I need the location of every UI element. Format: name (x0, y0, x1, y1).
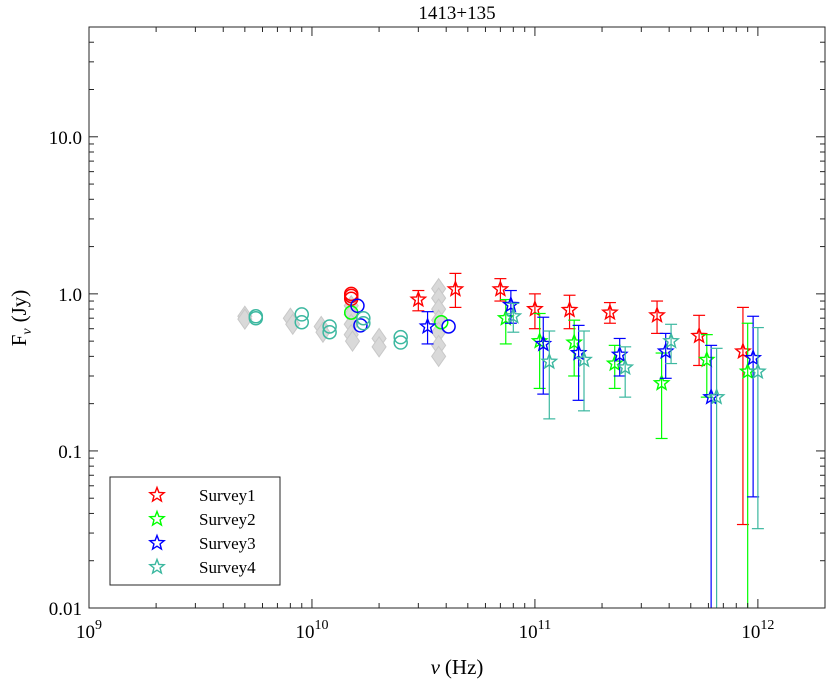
legend-marker (148, 533, 166, 551)
x-tick-label-exponent: 12 (760, 618, 774, 633)
legend-marker (148, 509, 166, 527)
y-axis-unit: (Jy) (7, 290, 31, 323)
circle-point (393, 335, 408, 350)
y-tick-label: 1.0 (58, 285, 82, 306)
legend-marker (148, 485, 166, 503)
circle-point (356, 315, 371, 331)
star-point (707, 387, 726, 405)
legend: Survey1 Survey2 Survey3 Survey4 (109, 476, 281, 586)
circle-point (248, 310, 264, 326)
circle-point (356, 310, 371, 326)
x-axis-symbol: ν (431, 655, 441, 679)
x-tick-label: 1010 (295, 618, 328, 643)
star-point (565, 333, 584, 351)
star-point (504, 306, 523, 324)
star-point (534, 334, 553, 352)
x-tick-label-exponent: 9 (95, 618, 102, 633)
series-survey3 (350, 289, 763, 608)
x-axis-unit: (Hz) (445, 655, 483, 679)
circle-point (322, 319, 337, 334)
x-tick-label-exponent: 11 (538, 618, 551, 633)
x-tick-label-base: 10 (295, 622, 314, 643)
circle-point (433, 314, 449, 330)
circle-point (353, 318, 368, 333)
star-point (446, 279, 465, 297)
circle-point (322, 324, 337, 340)
circle-point (350, 298, 365, 314)
star-point (748, 362, 767, 380)
legend-entries: Survey1 Survey2 Survey3 Survey4 (148, 485, 256, 577)
series-survey4 (248, 302, 767, 608)
circle-point (294, 307, 310, 322)
y-tick-label: 0.01 (49, 599, 82, 620)
circle-point (393, 329, 408, 345)
background-point (344, 330, 361, 353)
legend-label: Survey4 (199, 558, 256, 577)
star-point (662, 331, 681, 349)
star-point (652, 373, 671, 391)
star-point (600, 303, 619, 321)
x-tick-label: 109 (76, 618, 102, 643)
star-point (697, 350, 716, 368)
star-point (744, 348, 763, 366)
x-tick-label-exponent: 10 (314, 618, 328, 633)
series-layer (248, 272, 767, 608)
star-point (648, 305, 667, 323)
y-axis-title: Fν (Jy) (7, 290, 35, 347)
chart-title: 1413+135 (418, 3, 495, 24)
x-tick-label: 1011 (519, 618, 551, 643)
x-axis-title: ν (Hz) (431, 655, 484, 679)
star-point (690, 326, 709, 344)
legend-label: Survey3 (199, 534, 256, 553)
circle-point (294, 314, 310, 330)
background-point (285, 313, 301, 336)
star-point (409, 290, 428, 308)
y-tick-label: 10.0 (49, 128, 82, 149)
y-axis-ticks: 0.01 0.1 1.0 10.0 (49, 26, 825, 620)
legend-label: Survey1 (199, 486, 256, 505)
x-tick-label-base: 10 (519, 622, 538, 643)
y-axis-symbol: F (7, 335, 31, 347)
x-tick-label: 1012 (741, 618, 774, 643)
legend-box (109, 476, 281, 586)
star-point (525, 299, 544, 317)
background-point (371, 335, 387, 358)
y-tick-label: 0.1 (58, 442, 82, 463)
x-axis-ticks: 109 1010 1011 1012 (76, 27, 826, 643)
x-tick-label-base: 10 (741, 622, 760, 643)
star-point (574, 350, 593, 368)
x-tick-label-base: 10 (76, 622, 95, 643)
star-point (733, 341, 752, 360)
star-point (560, 300, 579, 318)
star-point (501, 295, 520, 313)
star-point (418, 317, 437, 335)
circle-point (441, 319, 456, 334)
background-point (431, 345, 447, 368)
star-point (616, 357, 635, 376)
y-axis-subscript: ν (20, 328, 35, 335)
legend-marker (148, 557, 166, 575)
plot-frame (88, 26, 826, 609)
legend-label: Survey2 (199, 510, 256, 529)
star-point (491, 279, 510, 297)
star-point (540, 352, 559, 370)
